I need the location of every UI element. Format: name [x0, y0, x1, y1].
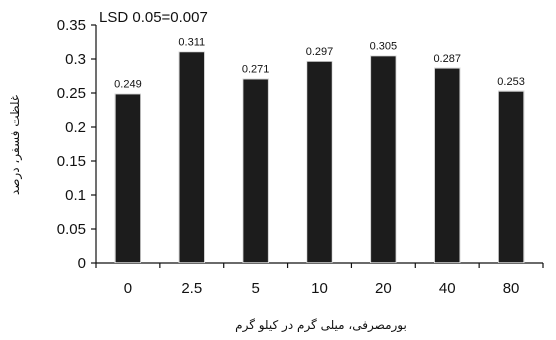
- y-tick-label: 0: [78, 255, 86, 272]
- bar-value-label: 0.253: [497, 76, 525, 88]
- bar-value-label: 0.305: [370, 41, 398, 53]
- x-tick-label: 5: [251, 280, 259, 297]
- y-tick-label: 0.15: [57, 153, 86, 170]
- x-tick-label: 40: [439, 280, 456, 297]
- y-tick-label: 0.2: [65, 119, 86, 136]
- bar-value-label: 0.297: [306, 46, 334, 58]
- bar: [497, 90, 525, 264]
- bars: [114, 50, 525, 264]
- bar: [114, 92, 142, 264]
- bar: [369, 54, 398, 264]
- lsd-annotation: LSD 0.05=0.007: [99, 9, 208, 26]
- bar-value-label: 0.287: [433, 53, 461, 65]
- bar-value-label: 0.311: [178, 37, 205, 49]
- y-tick-label: 0.1: [65, 187, 86, 204]
- x-tick-label: 20: [375, 280, 392, 297]
- bar: [178, 50, 206, 264]
- bar-value-label: 0.271: [242, 64, 270, 76]
- x-tick-label: 10: [311, 280, 328, 297]
- y-axis-title: غلظت فسفر، درصد: [8, 95, 23, 195]
- y-tick-label: 0.3: [65, 51, 86, 68]
- bar: [241, 77, 270, 264]
- x-axis-title: بورمصرفی، میلی گرم در کیلو گرم: [235, 318, 407, 333]
- x-tick-label: 2.5: [181, 280, 202, 297]
- y-tick-label: 0.25: [57, 85, 86, 102]
- x-ticks: 0 2.5 5 10 20 40 80: [95, 263, 544, 297]
- bar: [305, 60, 334, 264]
- data-labels: 0.249 0.311 0.271 0.297 0.305 0.287 0.253: [114, 37, 525, 91]
- bar: [433, 67, 461, 264]
- bar-value-label: 0.249: [114, 79, 142, 91]
- x-tick-label: 0: [124, 280, 132, 297]
- y-tick-label: 0.35: [57, 17, 86, 34]
- y-tick-label: 0.05: [57, 221, 86, 238]
- x-axis: 0 2.5 5 10 20 40 80: [95, 262, 544, 297]
- y-ticks: 0 0.05 0.1 0.15 0.2 0.25 0.3 0.35: [57, 17, 96, 272]
- y-axis: 0 0.05 0.1 0.15 0.2 0.25 0.3 0.35: [57, 17, 97, 272]
- x-tick-label: 80: [503, 280, 520, 297]
